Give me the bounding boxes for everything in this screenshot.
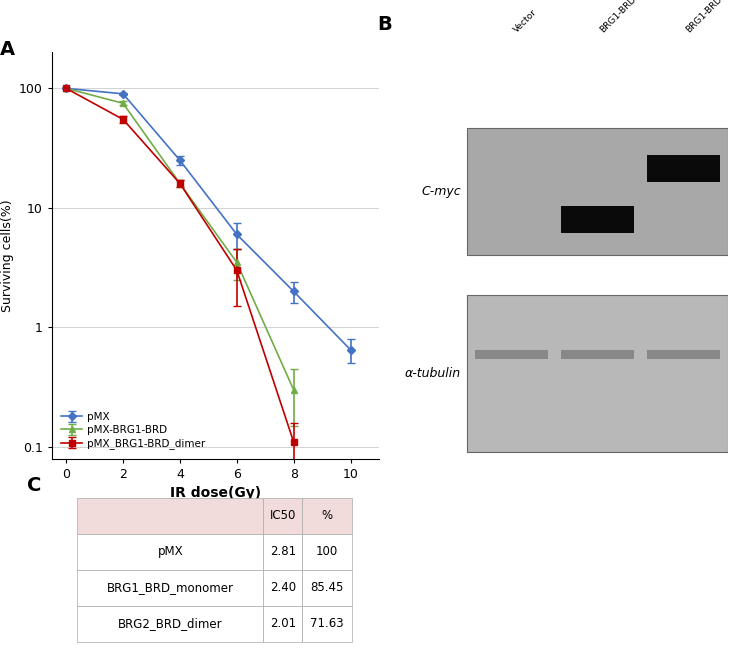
Legend: pMX, pMX-BRG1-BRD, pMX_BRG1-BRD_dimer: pMX, pMX-BRG1-BRD, pMX_BRG1-BRD_dimer	[57, 408, 210, 453]
Text: BRG1-BRD-monomer: BRG1-BRD-monomer	[598, 0, 671, 35]
Bar	[467, 295, 728, 452]
Text: B: B	[377, 14, 392, 34]
Bar	[561, 206, 635, 233]
Bar	[476, 350, 548, 359]
Text: BRG1-BRD-dimer: BRG1-BRD-dimer	[684, 0, 743, 35]
Bar	[561, 350, 635, 359]
Text: α-tubulin: α-tubulin	[404, 367, 461, 380]
Bar	[467, 128, 728, 255]
Bar	[647, 155, 720, 182]
X-axis label: IR dose(Gy): IR dose(Gy)	[170, 486, 261, 500]
Text: C-myc: C-myc	[421, 185, 461, 198]
Bar	[647, 350, 720, 359]
Text: C: C	[27, 476, 42, 495]
Text: Vector: Vector	[512, 8, 539, 35]
Text: A: A	[0, 40, 15, 59]
Y-axis label: Surviving cells(%): Surviving cells(%)	[1, 199, 13, 312]
